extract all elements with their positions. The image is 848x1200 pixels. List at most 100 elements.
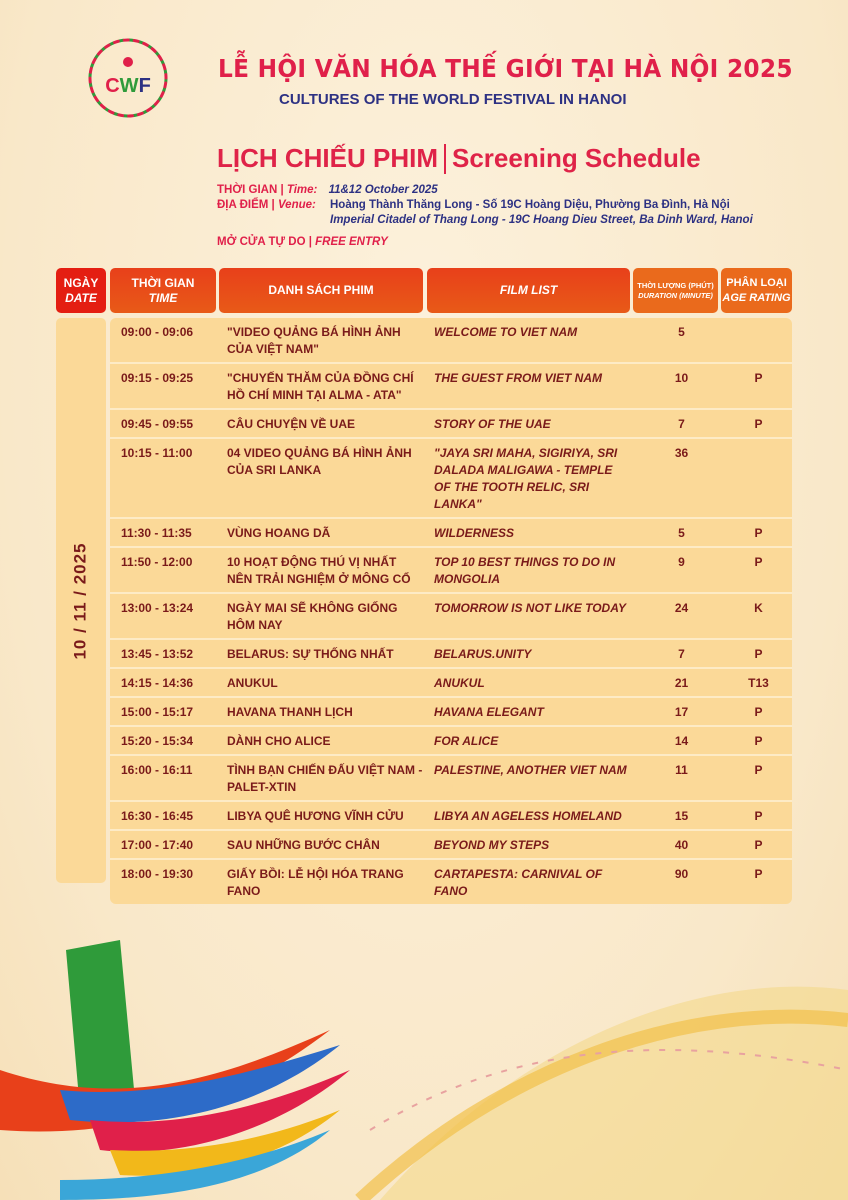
table-row: 16:00 - 16:11 TÌNH BẠN CHIẾN ĐẤU VIỆT NAM… <box>110 756 792 802</box>
table-row: 15:20 - 15:34 DÀNH CHO ALICE FOR ALICE 14 P <box>110 727 792 756</box>
header-date-vn: NGÀY <box>63 275 99 290</box>
age-rating: P <box>754 809 763 823</box>
venue-label-vn: ĐỊA ĐIỂM | <box>217 199 278 211</box>
duration: 36 <box>674 446 689 460</box>
table-row: 09:15 - 09:25 "CHUYẾN THĂM CỦA ĐỒNG CHÍ H… <box>110 364 792 410</box>
duration: 40 <box>674 838 689 852</box>
film-title-en: WILDERNESS <box>434 526 515 540</box>
date-value: 10 / 11 / 2025 <box>71 541 91 660</box>
film-title-en: LIBYA AN AGELESS HOMELAND <box>434 809 622 823</box>
screening-time: 09:00 - 09:06 <box>121 325 194 339</box>
duration: 9 <box>678 555 685 569</box>
film-title-vn: VÙNG HOANG DÃ <box>227 526 331 540</box>
age-rating: K <box>754 601 763 615</box>
age-rating: P <box>754 705 763 719</box>
schedule-heading: LỊCH CHIẾU PHIM Screening Schedule <box>217 143 701 174</box>
film-title-vn: NGÀY MAI SẼ KHÔNG GIỐNG HÔM NAY <box>227 601 398 632</box>
time-value: 11&12 October 2025 <box>328 184 438 196</box>
age-rating: P <box>754 526 763 540</box>
table-row: 13:45 - 13:52 BELARUS: SỰ THỐNG NHẤT BELAR… <box>110 640 792 669</box>
table-row: 14:15 - 14:36 ANUKUL ANUKUL 21 T13 <box>110 669 792 698</box>
film-title-vn: 10 HOẠT ĐỘNG THÚ VỊ NHẤT NÊN TRẢI NGHIỆM… <box>227 555 411 586</box>
screening-time: 16:30 - 16:45 <box>121 809 194 823</box>
film-title-vn: GIẤY BỒI: LỄ HỘI HÓA TRANG FANO <box>227 867 404 898</box>
venue-info: ĐỊA ĐIỂM | Venue: Hoàng Thành Thăng Long… <box>217 198 753 228</box>
film-title-en: STORY OF THE UAE <box>434 417 551 431</box>
screening-time: 09:45 - 09:55 <box>121 417 194 431</box>
screening-time: 16:00 - 16:11 <box>121 763 193 777</box>
duration: 10 <box>674 371 689 385</box>
header-time-en: TIME <box>148 290 178 305</box>
duration: 15 <box>674 809 689 823</box>
duration: 90 <box>674 867 689 881</box>
venue-label-en: Venue: <box>277 199 316 211</box>
film-title-en: FOR ALICE <box>434 734 499 748</box>
table-row: 10:15 - 11:00 04 VIDEO QUẢNG BÁ HÌNH ẢNH … <box>110 439 792 519</box>
schedule-heading-vn: LỊCH CHIẾU PHIM <box>217 143 438 173</box>
header-duration: THỜI LƯỢNG (PHÚT) DURATION (MINUTE) <box>633 268 718 313</box>
age-rating: P <box>754 371 763 385</box>
header-duration-en: DURATION (MINUTE) <box>638 290 713 300</box>
age-rating: P <box>754 763 763 777</box>
time-info: THỜI GIAN | Time: 11&12 October 2025 <box>217 183 438 198</box>
cwf-logo: CWF <box>88 38 168 118</box>
film-title-en: TOMORROW IS NOT LIKE TODAY <box>434 601 626 615</box>
age-rating: P <box>754 417 763 431</box>
time-label-en: Time: <box>286 184 318 196</box>
header-rating: PHÂN LOẠI AGE RATING <box>721 268 792 313</box>
header-rating-vn: PHÂN LOẠI <box>726 276 787 289</box>
age-rating: P <box>754 838 763 852</box>
entry-info: MỞ CỬA TỰ DO | FREE ENTRY <box>217 235 388 250</box>
table-row: 11:50 - 12:00 10 HOẠT ĐỘNG THÚ VỊ NHẤT NÊ… <box>110 548 792 594</box>
screening-time: 17:00 - 17:40 <box>121 838 194 852</box>
venue-vn: Hoàng Thành Thăng Long - Số 19C Hoàng Di… <box>330 199 730 211</box>
film-title-vn: CÂU CHUYỆN VỀ UAE <box>227 417 356 431</box>
duration: 11 <box>675 763 688 777</box>
duration: 7 <box>678 647 685 661</box>
header-time: THỜI GIAN TIME <box>110 268 216 313</box>
screening-time: 15:20 - 15:34 <box>121 734 194 748</box>
duration: 7 <box>678 417 685 431</box>
table-row: 15:00 - 15:17 HAVANA THANH LỊCH HAVANA ELE… <box>110 698 792 727</box>
header-film-en: FILM LIST <box>427 268 630 313</box>
film-title-vn: BELARUS: SỰ THỐNG NHẤT <box>227 647 394 661</box>
venue-en: Imperial Citadel of Thang Long - 19C Hoa… <box>330 214 753 226</box>
screening-time: 10:15 - 11:00 <box>121 446 193 460</box>
film-title-en: CARTAPESTA: CARNIVAL OF FANO <box>434 867 603 898</box>
time-label-vn: THỜI GIAN | <box>217 184 287 196</box>
schedule-heading-en: Screening Schedule <box>452 143 701 173</box>
screening-time: 13:00 - 13:24 <box>121 601 194 615</box>
screening-time: 09:15 - 09:25 <box>121 371 194 385</box>
table-row: 17:00 - 17:40 SAU NHỮNG BƯỚC CHÂN BEYOND M… <box>110 831 792 860</box>
header-duration-vn: THỜI LƯỢNG (PHÚT) <box>637 280 714 290</box>
table-row: 18:00 - 19:30 GIẤY BỒI: LỄ HỘI HÓA TRANG … <box>110 860 792 904</box>
festival-subtitle: CULTURES OF THE WORLD FESTIVAL IN HANOI <box>279 91 627 108</box>
festival-title: LỄ HỘI VĂN HÓA THẾ GIỚI TẠI HÀ NỘI 2025 <box>218 54 793 83</box>
film-title-vn: LIBYA QUÊ HƯƠNG VĨNH CỬU <box>227 809 404 823</box>
screening-time: 18:00 - 19:30 <box>121 867 194 881</box>
entry-vn: MỞ CỬA TỰ DO | <box>217 236 316 248</box>
film-title-vn: "VIDEO QUẢNG BÁ HÌNH ẢNH CỦA VIỆT NAM" <box>227 325 401 356</box>
header-rating-en: AGE RATING <box>722 291 791 304</box>
header-date: NGÀY DATE <box>56 268 106 313</box>
header-date-en: DATE <box>65 290 97 305</box>
film-title-vn: SAU NHỮNG BƯỚC CHÂN <box>227 838 380 852</box>
film-title-vn: HAVANA THANH LỊCH <box>227 705 353 719</box>
duration: 5 <box>678 526 685 540</box>
film-title-en: ANUKUL <box>434 676 485 690</box>
screening-time: 15:00 - 15:17 <box>121 705 194 719</box>
duration: 24 <box>674 601 689 615</box>
duration: 5 <box>678 325 685 339</box>
heading-divider <box>444 143 446 174</box>
film-title-en: PALESTINE, ANOTHER VIET NAM <box>434 763 627 777</box>
film-title-vn: "CHUYẾN THĂM CỦA ĐỒNG CHÍ HỒ CHÍ MINH TẠ… <box>227 371 414 402</box>
table-row: 09:00 - 09:06 "VIDEO QUẢNG BÁ HÌNH ẢNH CỦ… <box>110 318 792 364</box>
age-rating: P <box>754 555 763 569</box>
film-title-en: BEYOND MY STEPS <box>434 838 550 852</box>
age-rating <box>725 445 792 513</box>
duration: 17 <box>674 705 689 719</box>
schedule-table: 09:00 - 09:06 "VIDEO QUẢNG BÁ HÌNH ẢNH CỦ… <box>110 318 792 904</box>
age-rating: T13 <box>748 676 769 690</box>
film-title-en: THE GUEST FROM VIET NAM <box>434 371 602 385</box>
header-time-vn: THỜI GIAN <box>131 275 195 290</box>
